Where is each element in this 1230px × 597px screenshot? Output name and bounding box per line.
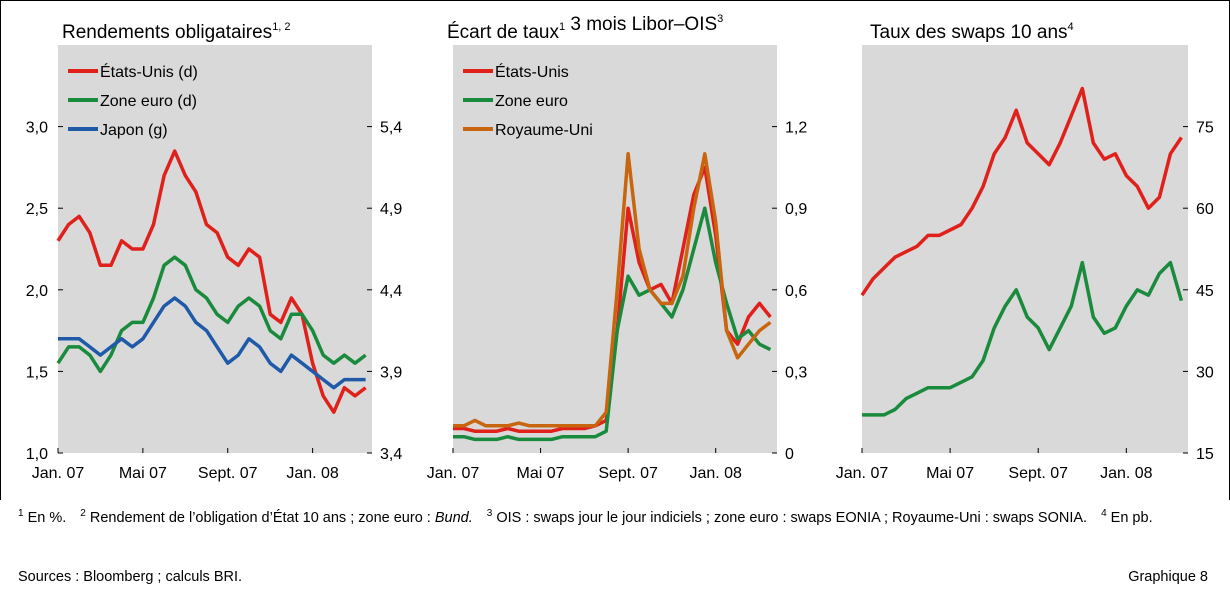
footnotes: 1 En %. 2 Rendement de l’obligation d’État… xyxy=(18,502,1213,530)
y-tick-label: 3,0 xyxy=(26,120,48,137)
y-tick-label: 0 xyxy=(785,446,794,463)
title-sup: 4 xyxy=(1068,21,1074,33)
footnote-mark: 4 xyxy=(1101,508,1107,519)
title-sup: 1, 2 xyxy=(272,21,290,33)
title-text: 3 mois Libor–OIS xyxy=(565,14,717,35)
x-tick-label: Jan. 07 xyxy=(32,465,85,482)
title-text: Écart de taux xyxy=(447,22,559,43)
footnote-text: Rendement de l’obligation d’État 10 ans … xyxy=(89,509,435,526)
title-text: Taux des swaps 10 ans xyxy=(870,22,1068,43)
y-tick-label: 0,9 xyxy=(785,201,807,218)
title-sup: 3 xyxy=(717,13,723,25)
y-tick-label: 60 xyxy=(1196,201,1214,218)
x-tick-label: Mai 07 xyxy=(119,465,167,482)
y-tick-label: 2,5 xyxy=(26,201,48,218)
chart-title: Rendements obligataires1, 2 xyxy=(62,21,291,43)
x-tick-label: Jan. 07 xyxy=(836,465,889,482)
legend-label: États-Unis (d) xyxy=(100,62,198,81)
y-tick-label: 1,0 xyxy=(26,446,48,463)
y-tick-label: 0,3 xyxy=(785,364,807,381)
y-tick-label: 3,9 xyxy=(380,364,402,381)
y-tick-label: 2,0 xyxy=(26,283,48,300)
x-tick-label: Jan. 07 xyxy=(427,465,480,482)
x-tick-label: Jan. 08 xyxy=(689,465,742,482)
sources: Sources : Bloomberg ; calculs BRI. xyxy=(18,569,243,585)
x-tick-label: Mai 07 xyxy=(926,465,974,482)
y-tick-label: 1,2 xyxy=(785,120,807,137)
y-tick-label: 75 xyxy=(1196,120,1214,137)
footnote-mark: 3 xyxy=(486,508,493,519)
line-series xyxy=(453,206,772,442)
footnote-mark: 2 xyxy=(80,508,86,519)
title-sup: 1 xyxy=(559,21,565,33)
y-tick-label: 5,4 xyxy=(380,120,402,137)
chart-title: Écart de taux1 3 mois Libor–OIS3 xyxy=(447,13,723,43)
y-tick-label: 1,5 xyxy=(26,364,48,381)
x-tick-label: Mai 07 xyxy=(517,465,565,482)
footnote-text: En %. xyxy=(27,509,67,526)
footnote: 3 OIS : swaps jour le jour indiciels ; zo… xyxy=(486,508,1088,526)
footnote-emphasis: Bund. xyxy=(434,509,473,526)
legend-label: Zone euro xyxy=(495,93,568,110)
figure-label: Graphique 8 xyxy=(1128,569,1208,585)
footnote-text: OIS : swaps jour le jour indiciels ; zon… xyxy=(496,509,1088,526)
footnote: 1 En %. xyxy=(18,508,67,526)
y-tick-label: 45 xyxy=(1196,283,1214,300)
line-series xyxy=(58,296,366,390)
line-series xyxy=(862,260,1184,417)
footnote-mark: 1 xyxy=(18,508,24,519)
legend-label: Royaume-Uni xyxy=(495,122,593,139)
x-tick-label: Jan. 08 xyxy=(286,465,339,482)
x-tick-label: Jan. 08 xyxy=(1100,465,1153,482)
x-tick-label: Sept. 07 xyxy=(598,465,658,482)
legend-label: États-Unis xyxy=(495,62,569,81)
legend-label: Japon (g) xyxy=(100,122,168,139)
y-tick-label: 4,4 xyxy=(380,283,402,300)
x-tick-label: Sept. 07 xyxy=(198,465,258,482)
y-tick-label: 15 xyxy=(1196,446,1214,463)
y-tick-label: 30 xyxy=(1196,364,1214,381)
chart-title: Taux des swaps 10 ans4 xyxy=(870,21,1074,43)
line-series xyxy=(56,149,367,414)
y-tick-label: 4,9 xyxy=(380,201,402,218)
x-tick-label: Sept. 07 xyxy=(1008,465,1068,482)
line-series xyxy=(56,255,367,374)
line-series xyxy=(860,86,1183,297)
legend-label: Zone euro (d) xyxy=(100,93,197,110)
footnote-text: En pb. xyxy=(1110,509,1153,526)
y-tick-label: 3,4 xyxy=(380,446,402,463)
plot-area xyxy=(453,45,777,453)
footnote: 4 En pb. xyxy=(1101,508,1153,526)
y-tick-label: 0,6 xyxy=(785,283,807,300)
line-series xyxy=(453,152,772,428)
title-text: Rendements obligataires xyxy=(62,22,272,43)
footnote: 2 Rendement de l’obligation d’État 10 ans… xyxy=(80,508,473,526)
plot-area xyxy=(862,45,1188,453)
